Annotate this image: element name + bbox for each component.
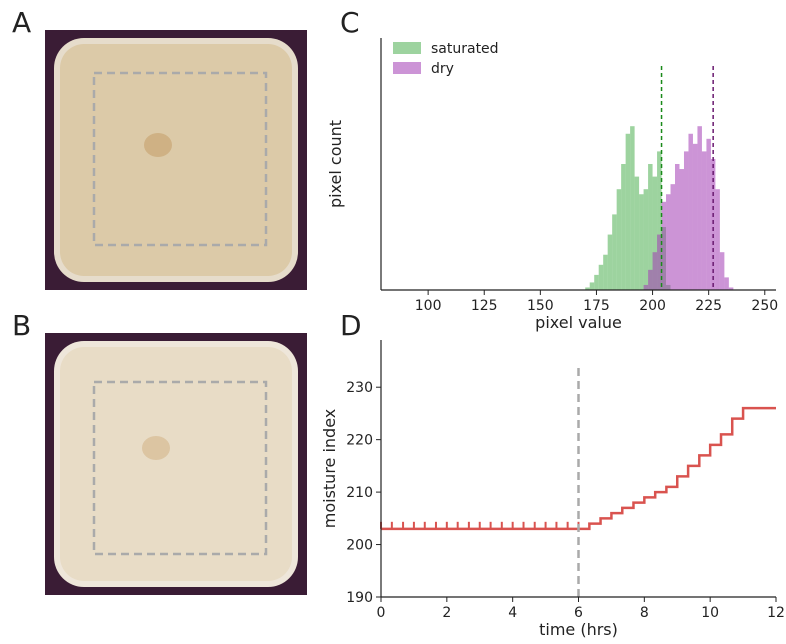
bar [652, 252, 658, 290]
y-tick-label: 200 [346, 538, 373, 554]
x-tick-label: 12 [767, 605, 785, 621]
x-tick-label: 125 [471, 298, 498, 314]
photo-a [45, 30, 307, 290]
bar [715, 189, 720, 290]
bar [616, 189, 622, 290]
x-tick-label: 100 [415, 298, 442, 314]
panel-label: A [12, 6, 31, 39]
bar [634, 176, 640, 290]
bar [643, 284, 649, 290]
bar [670, 184, 676, 290]
y-axis-label: pixel count [326, 120, 345, 208]
legend-label: saturated [431, 41, 499, 57]
y-tick-label: 220 [346, 433, 373, 449]
bar [594, 274, 599, 290]
x-tick-label: 175 [583, 298, 610, 314]
bar [657, 234, 662, 290]
y-axis-label: moisture index [320, 409, 339, 529]
bar [585, 287, 590, 290]
bar [692, 143, 698, 290]
x-tick-label: 4 [508, 605, 517, 621]
bar [706, 138, 711, 290]
bar [607, 234, 613, 290]
y-tick-label: 190 [346, 590, 373, 606]
line [578, 406, 776, 531]
x-tick-label: 8 [640, 605, 649, 621]
x-axis-label: time (hrs) [539, 620, 618, 639]
bar [657, 151, 662, 290]
bar [639, 194, 644, 290]
bar [666, 194, 671, 290]
legend-label: dry [431, 61, 454, 77]
x-tick-label: 10 [701, 605, 719, 621]
photo-b [45, 333, 307, 595]
x-tick-label: 250 [751, 298, 778, 314]
x-tick-label: 0 [377, 605, 386, 621]
y-tick-label: 230 [346, 380, 373, 396]
bar [589, 282, 595, 290]
bar [612, 214, 617, 290]
panel-label: D [340, 309, 362, 342]
bar [675, 164, 680, 290]
y-tick-label: 210 [346, 485, 373, 501]
bar [648, 164, 653, 290]
bar [683, 151, 689, 290]
x-axis-label: pixel value [535, 313, 622, 332]
bar [625, 133, 631, 290]
bar [621, 164, 626, 290]
legend-swatch [393, 62, 421, 74]
bar [688, 133, 693, 290]
x-tick-label: 6 [574, 605, 583, 621]
x-tick-label: 200 [639, 298, 666, 314]
bar [710, 158, 716, 290]
bar [630, 126, 635, 290]
bar [643, 189, 649, 290]
x-tick-label: 225 [695, 298, 722, 314]
bar [679, 169, 684, 290]
x-tick-label: 2 [442, 605, 451, 621]
panel-label: C [340, 6, 360, 39]
bar [648, 269, 653, 290]
bar [719, 252, 725, 290]
bar [603, 254, 608, 290]
bar [697, 126, 702, 290]
bar [661, 201, 667, 290]
bar [728, 287, 734, 290]
bar [598, 264, 604, 290]
bar [652, 176, 658, 290]
panel-label: B [12, 309, 31, 342]
bar [701, 151, 707, 290]
bar [724, 277, 729, 290]
legend-swatch [393, 42, 421, 54]
x-tick-label: 150 [527, 298, 554, 314]
